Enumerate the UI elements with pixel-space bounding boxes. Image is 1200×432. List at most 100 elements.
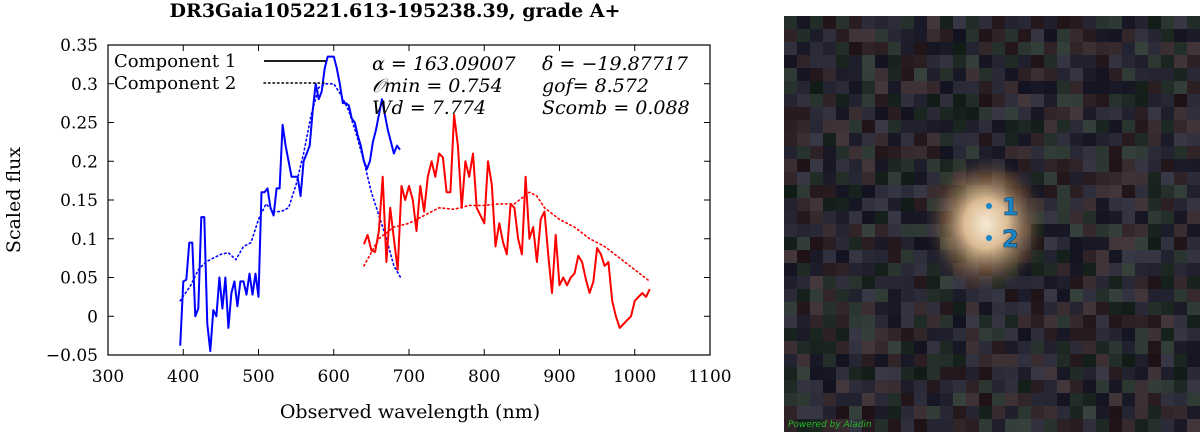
sky-pixel [810,198,823,211]
sky-pixel [1057,328,1070,341]
sky-pixel [1018,81,1031,94]
sky-pixel [875,133,888,146]
sky-pixel [1109,68,1122,81]
sky-pixel [1044,328,1057,341]
sky-pixel [888,263,901,276]
sky-pixel [784,393,797,406]
sky-pixel [797,198,810,211]
sky-pixel [1083,211,1096,224]
sky-pixel [1161,341,1174,354]
sky-pixel [1096,367,1109,380]
sky-pixel [1187,406,1200,419]
sky-pixel [1018,55,1031,68]
sky-pixel [1109,94,1122,107]
sky-pixel [1070,68,1083,81]
sky-pixel [1096,42,1109,55]
sky-pixel [1031,315,1044,328]
sky-pixel [810,94,823,107]
sky-pixel [823,289,836,302]
sky-pixel [1083,159,1096,172]
sky-pixel [1096,55,1109,68]
component-marker-dot [986,235,992,241]
sky-pixel [862,341,875,354]
sky-pixel [1187,302,1200,315]
sky-pixel [1122,159,1135,172]
sky-pixel [1148,42,1161,55]
sky-pixel [797,107,810,120]
sky-pixel [1148,120,1161,133]
sky-pixel [1122,81,1135,94]
sky-pixel [1148,68,1161,81]
sky-pixel [1070,29,1083,42]
sky-pixel [1070,419,1083,432]
sky-pixel [1096,406,1109,419]
sky-pixel [1148,133,1161,146]
sky-pixel [836,185,849,198]
sky-pixel [797,419,810,432]
sky-pixel [1187,276,1200,289]
sky-pixel [1161,198,1174,211]
sky-pixel [1174,94,1187,107]
sky-pixel [1148,159,1161,172]
sky-pixel [1005,42,1018,55]
sky-pixel [992,55,1005,68]
sky-pixel [1005,120,1018,133]
sky-pixel [1057,94,1070,107]
sky-pixel [914,354,927,367]
sky-pixel [914,146,927,159]
sky-pixel [1187,367,1200,380]
sky-pixel [1109,263,1122,276]
sky-pixel [849,55,862,68]
sky-pixel [836,302,849,315]
sky-pixel [1070,211,1083,224]
sky-pixel [992,107,1005,120]
sky-pixel [1161,224,1174,237]
sky-pixel [1135,328,1148,341]
sky-pixel [888,185,901,198]
sky-pixel [875,185,888,198]
sky-pixel [888,367,901,380]
sky-pixel [940,393,953,406]
sky-pixel [901,211,914,224]
sky-pixel [1174,29,1187,42]
sky-pixel [1096,211,1109,224]
sky-pixel [1031,133,1044,146]
sky-pixel [1161,107,1174,120]
sky-pixel [1044,237,1057,250]
sky-pixel [927,341,940,354]
sky-pixel [888,68,901,81]
stats-annotations: α = 163.09007 δ = −19.87717 𝒪min = 0.754 go… [372,53,690,119]
sky-pixel [888,120,901,133]
sky-pixel [1161,250,1174,263]
sky-pixel [979,302,992,315]
sky-pixel [1109,172,1122,185]
sky-pixel [784,42,797,55]
sky-pixel [836,341,849,354]
sky-pixel [810,185,823,198]
sky-pixel [810,419,823,432]
sky-pixel [1122,341,1135,354]
sky-pixel [849,68,862,81]
sky-pixel [1174,185,1187,198]
sky-pixel [1044,289,1057,302]
sky-pixel [940,146,953,159]
sky-pixel [992,315,1005,328]
sky-pixel [901,419,914,432]
sky-pixel [875,68,888,81]
sky-pixel [1109,354,1122,367]
sky-pixel [914,107,927,120]
sky-pixel [914,68,927,81]
sky-pixel [836,55,849,68]
sky-pixel [1070,354,1083,367]
sky-pixel [1109,29,1122,42]
component-markers: 12 [986,193,1019,253]
sky-pixel [823,276,836,289]
sky-pixel [784,198,797,211]
sky-pixel [784,68,797,81]
sky-pixel [1174,68,1187,81]
sky-pixel [979,367,992,380]
y-tick-label: 0.35 [60,36,98,56]
sky-pixel [1005,94,1018,107]
sky-pixel [927,16,940,29]
sky-pixel [1070,42,1083,55]
